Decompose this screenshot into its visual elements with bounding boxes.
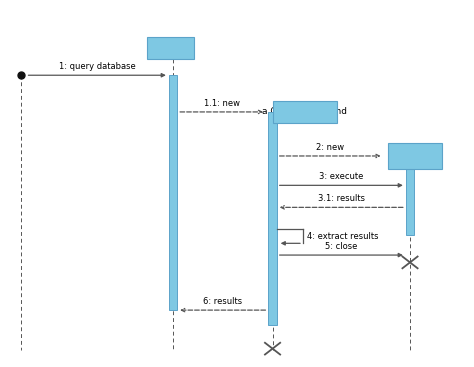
FancyBboxPatch shape	[273, 101, 337, 123]
Text: 3: execute: 3: execute	[319, 172, 364, 181]
Text: 1: query database: 1: query database	[59, 62, 136, 71]
Text: 4: extract results: 4: extract results	[307, 232, 378, 241]
Text: 2: new: 2: new	[316, 143, 344, 152]
Text: 6: results: 6: results	[203, 297, 242, 306]
Text: aHandler: aHandler	[150, 44, 191, 52]
Text: 5: close: 5: close	[325, 242, 357, 251]
Text: a Query Command: a Query Command	[262, 108, 347, 116]
Bar	[169, 75, 177, 310]
Bar	[268, 112, 277, 325]
Text: 3.1: results: 3.1: results	[318, 194, 365, 203]
Text: a Database
Statement: a Database Statement	[389, 146, 441, 166]
FancyBboxPatch shape	[388, 143, 442, 169]
Text: 1.1: new: 1.1: new	[204, 99, 239, 108]
FancyBboxPatch shape	[147, 37, 194, 59]
Bar	[406, 156, 414, 235]
